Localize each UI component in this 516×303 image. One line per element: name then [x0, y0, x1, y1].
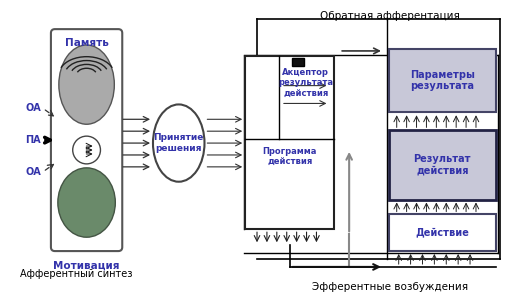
- Text: Акцептор
результата
действия: Акцептор результата действия: [278, 68, 333, 98]
- Text: Мотивация: Мотивация: [53, 261, 120, 271]
- Text: Память: Память: [64, 38, 108, 48]
- Text: ОА: ОА: [25, 167, 41, 177]
- Text: Обратная афферентация: Обратная афферентация: [320, 11, 460, 21]
- Ellipse shape: [58, 168, 115, 237]
- Ellipse shape: [59, 45, 115, 124]
- Bar: [245, 56, 334, 229]
- Text: Результат
действия: Результат действия: [413, 154, 471, 176]
- Text: Эфферентные возбуждения: Эфферентные возбуждения: [312, 282, 469, 292]
- Text: Афферентный синтез: Афферентный синтез: [21, 269, 133, 279]
- Ellipse shape: [153, 105, 204, 182]
- Circle shape: [73, 136, 101, 164]
- Bar: [389, 49, 496, 112]
- Text: ОА: ОА: [25, 103, 41, 113]
- Bar: [389, 130, 496, 200]
- FancyBboxPatch shape: [51, 29, 122, 251]
- Text: Принятие
решения: Принятие решения: [154, 133, 204, 153]
- Text: Параметры
результата: Параметры результата: [410, 70, 475, 92]
- Text: ПА: ПА: [25, 135, 41, 145]
- Bar: [292, 58, 303, 66]
- Text: Действие: Действие: [415, 228, 469, 238]
- Bar: [389, 215, 496, 251]
- Text: Программа
действия: Программа действия: [263, 147, 317, 166]
